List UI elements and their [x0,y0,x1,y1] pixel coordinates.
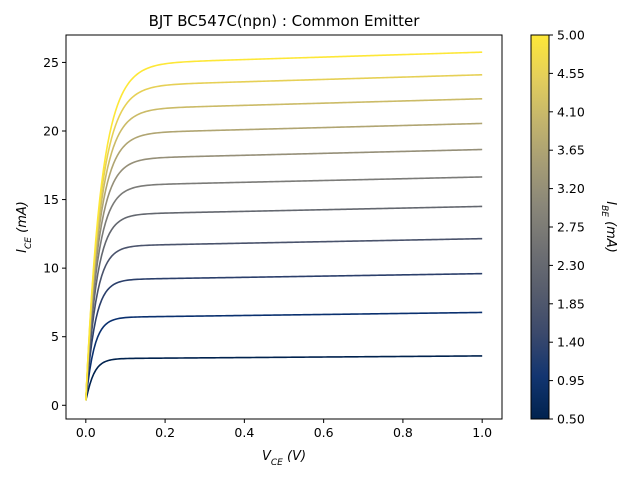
colorbar-gradient [530,34,550,420]
colorbar-tick-label: 0.50 [557,412,585,427]
colorbar-tick-label: 1.40 [557,335,585,350]
x-tick-label: 0.2 [155,425,175,440]
chart-title: BJT BC547C(npn) : Common Emitter [149,12,421,30]
x-tick-label: 1.0 [472,425,492,440]
x-tick-label: 0.8 [393,425,413,440]
curve-ibe-8 [85,97,483,401]
curve-ibe-2 [85,272,483,401]
colorbar-tick-label: 1.85 [557,296,585,311]
y-tick-label: 5 [51,329,59,344]
axes: 0.0 0.2 0.4 0.6 0.8 1.0 0 5 10 15 20 25 VCE (V) ICE (… [15,34,503,468]
curve-ibe-5 [85,176,483,401]
curve-ibe-1 [85,311,483,401]
colorbar-tick-label: 5.00 [557,28,585,43]
colorbar: 0.50 0.95 1.40 1.85 2.30 2.75 3.20 3.65 4.10 4.55… [530,28,618,427]
colorbar-label: IBE (mA) [599,201,618,253]
x-tick-label: 0.4 [234,425,254,440]
colorbar-tick-label: 4.10 [557,104,585,119]
plot-area [85,51,483,401]
curve-ibe-3 [85,237,483,401]
colorbar-tick-label: 2.30 [557,258,585,273]
axes-frame [65,34,503,420]
y-tick-label: 20 [43,124,59,139]
y-tick-label: 0 [51,398,59,413]
colorbar-tick-label: 0.95 [557,373,585,388]
y-tick-label: 10 [43,261,59,276]
curves [85,51,483,401]
x-tick-label: 0.6 [314,425,334,440]
colorbar-tick-label: 3.65 [557,143,585,158]
curve-ibe-9 [85,73,483,401]
curve-ibe-4 [85,205,483,401]
x-axis-label: VCE (V) [262,449,306,468]
curve-ibe-0 [85,355,483,401]
y-tick-label: 15 [43,192,59,207]
curve-ibe-6 [85,148,483,401]
y-tick-label: 25 [43,55,59,70]
curve-ibe-10 [85,51,483,401]
curve-ibe-7 [85,122,483,401]
y-axis-label: ICE (mA) [15,201,34,253]
colorbar-tick-label: 4.55 [557,66,585,81]
colorbar-tick-label: 3.20 [557,181,585,196]
x-tick-label: 0.0 [76,425,96,440]
colorbar-tick-label: 2.75 [557,220,585,235]
